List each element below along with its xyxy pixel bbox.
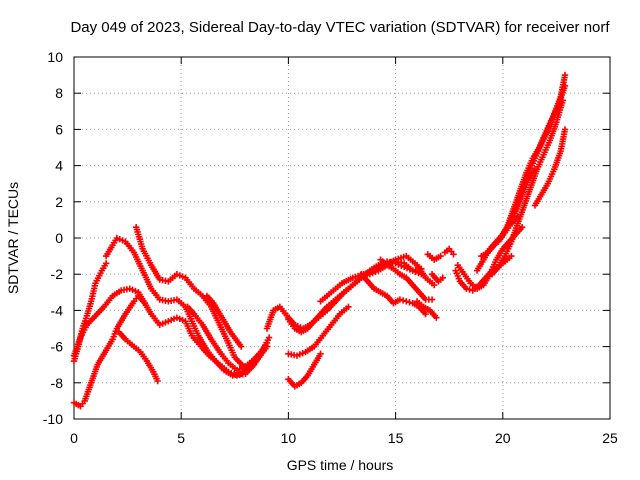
x-tick-label: 10 xyxy=(281,430,297,446)
series-markers xyxy=(424,251,444,263)
axis-ticks xyxy=(73,56,611,420)
series-arc-r xyxy=(428,271,446,285)
x-tick-label: 15 xyxy=(388,430,404,446)
series-markers xyxy=(428,271,446,285)
series-markers xyxy=(285,303,352,359)
data-series xyxy=(70,71,569,410)
series-arc-k xyxy=(285,350,324,390)
series-arc-x xyxy=(488,97,567,278)
y-tick-label: 0 xyxy=(55,230,63,246)
x-tick-label: 25 xyxy=(602,430,618,446)
series-arc-g xyxy=(184,303,273,374)
y-tick-label: -6 xyxy=(51,339,64,355)
x-tick-label: 5 xyxy=(177,430,185,446)
series-markers xyxy=(115,328,161,385)
y-tick-label: 4 xyxy=(55,158,63,174)
y-tick-label: -2 xyxy=(51,266,64,282)
y-tick-label: 10 xyxy=(47,49,63,65)
series-arc-h xyxy=(203,292,245,350)
tick-labels: 0 5 10 15 20 25 -10 -8 -6 -4 -2 0 2 4 6 8 10 xyxy=(43,49,618,446)
series-markers xyxy=(358,271,429,318)
series-markers xyxy=(70,285,148,359)
series-arc-q xyxy=(424,251,444,263)
series-markers xyxy=(531,126,569,209)
series-arc-z xyxy=(506,166,539,227)
series-markers xyxy=(377,256,436,303)
y-tick-label: 6 xyxy=(55,121,63,137)
series-markers xyxy=(413,298,440,321)
x-axis-label: GPS time / hours xyxy=(287,457,394,473)
series-arc-b xyxy=(70,285,148,359)
series-arc-aa xyxy=(531,126,569,209)
series-arc-s xyxy=(441,245,457,258)
x-tick-label: 0 xyxy=(70,430,78,446)
y-tick-label: -10 xyxy=(43,411,63,427)
y-axis-label: SDTVAR / TECUs xyxy=(5,182,21,294)
y-tick-label: 2 xyxy=(55,194,63,210)
y-tick-label: -8 xyxy=(51,375,64,391)
series-markers xyxy=(441,245,457,258)
y-tick-label: 8 xyxy=(55,85,63,101)
series-markers xyxy=(506,166,539,227)
y-tick-label: -4 xyxy=(51,302,64,318)
series-arc-o xyxy=(377,256,436,303)
series-markers xyxy=(285,350,324,390)
chart-title: Day 049 of 2023, Sidereal Day-to-day VTE… xyxy=(70,19,610,36)
series-arc-f xyxy=(115,328,161,385)
series-markers xyxy=(184,303,273,374)
series-markers xyxy=(488,97,567,278)
x-tick-label: 20 xyxy=(495,430,511,446)
series-arc-l xyxy=(285,303,352,359)
series-markers xyxy=(203,292,245,350)
series-arc-n xyxy=(358,271,429,318)
series-arc-p xyxy=(413,298,440,321)
